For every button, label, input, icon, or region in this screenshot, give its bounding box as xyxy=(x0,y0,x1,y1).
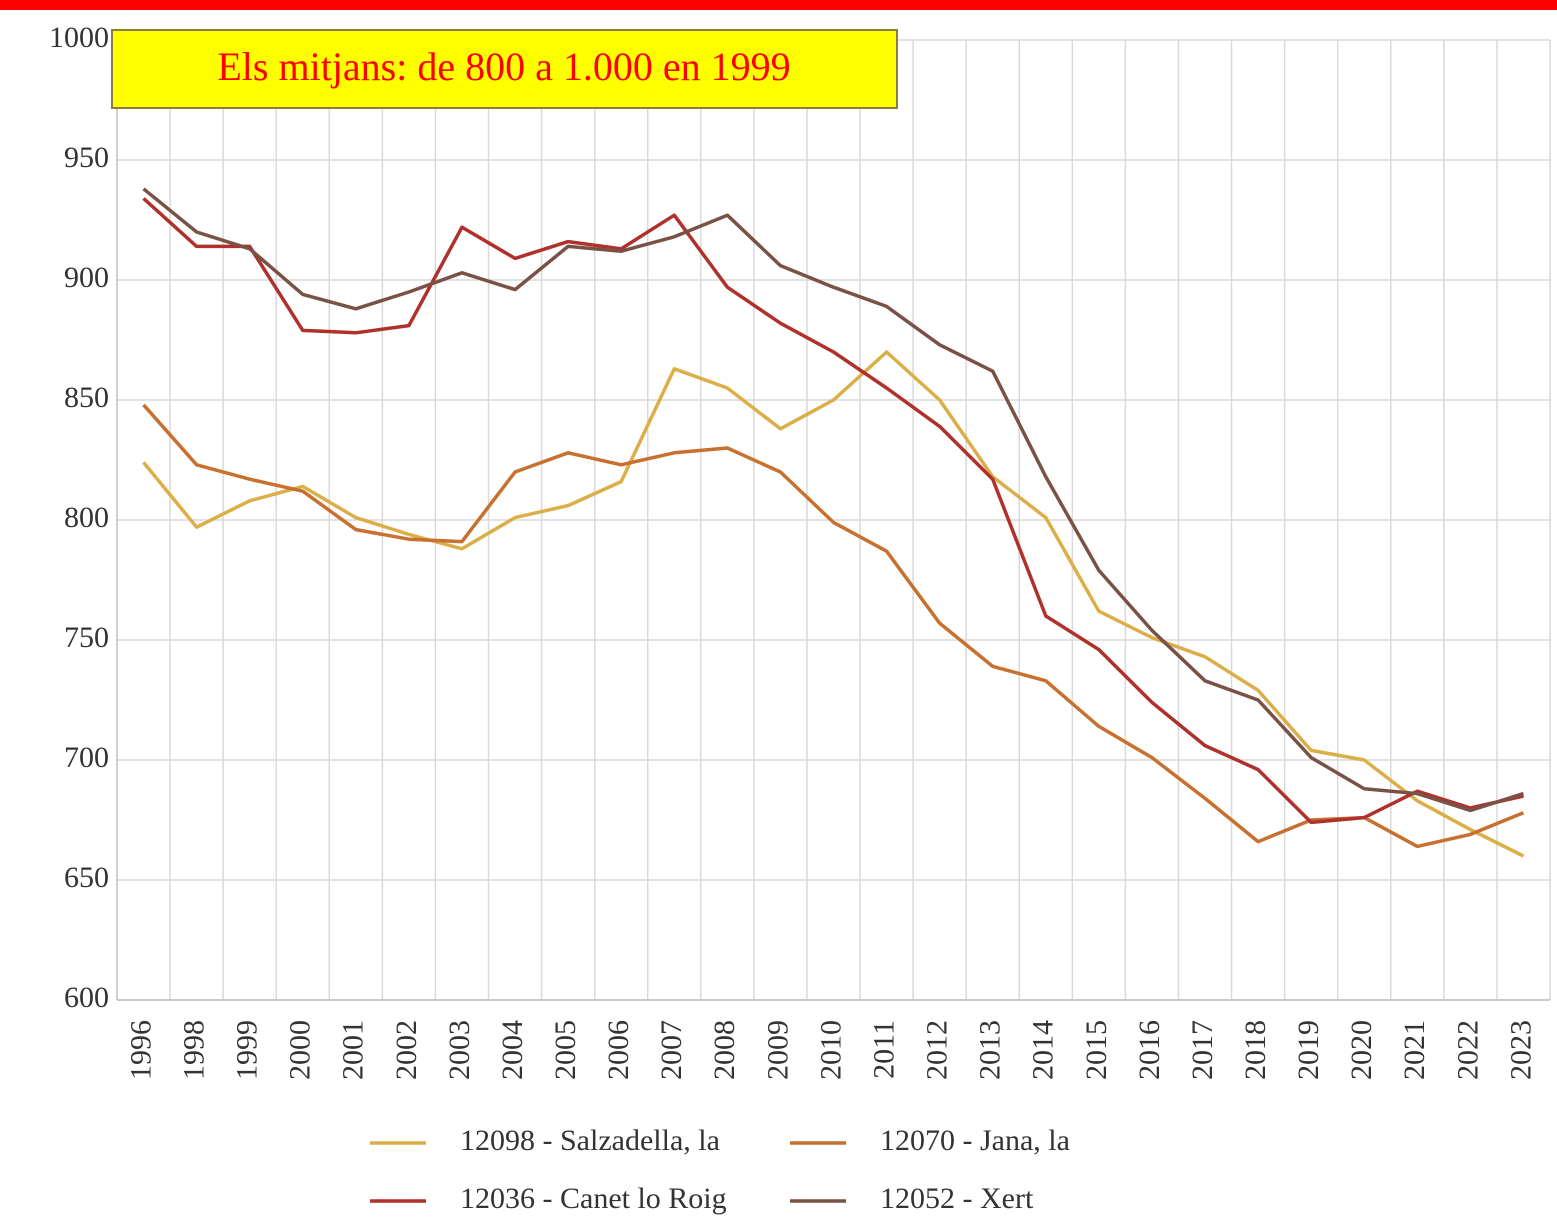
legend-label: 12070 - Jana, la xyxy=(880,1124,1070,1157)
x-tick-label: 2023 xyxy=(1504,1020,1537,1080)
x-tick-label: 2021 xyxy=(1398,1020,1431,1080)
y-tick-label: 600 xyxy=(64,981,109,1014)
y-tick-label: 650 xyxy=(64,861,109,894)
y-tick-label: 1000 xyxy=(49,21,109,54)
x-tick-label: 2009 xyxy=(761,1020,794,1080)
chart-title: Els mitjans: de 800 a 1.000 en 1999 xyxy=(217,44,790,89)
series-line xyxy=(142,403,1525,849)
legend-label: 12098 - Salzadella, la xyxy=(460,1124,720,1157)
x-tick-label: 2014 xyxy=(1027,1020,1060,1080)
series-line xyxy=(142,350,1525,858)
x-tick-label: 2020 xyxy=(1345,1020,1378,1080)
y-tick-label: 900 xyxy=(64,261,109,294)
y-tick-label: 850 xyxy=(64,381,109,414)
title-box xyxy=(111,29,898,109)
y-tick-label: 750 xyxy=(64,621,109,654)
x-tick-label: 1998 xyxy=(178,1020,211,1080)
x-tick-label: 2001 xyxy=(337,1020,370,1080)
x-tick-label: 2012 xyxy=(921,1020,954,1080)
x-tick-label: 2010 xyxy=(814,1020,847,1080)
x-tick-label: 2015 xyxy=(1080,1020,1113,1080)
x-tick-label: 2016 xyxy=(1133,1020,1166,1080)
lines xyxy=(142,187,1525,858)
x-tick-label: 2004 xyxy=(496,1020,529,1080)
y-tick-label: 700 xyxy=(64,741,109,774)
grid xyxy=(116,39,1551,1001)
x-tick-label: 2003 xyxy=(443,1020,476,1080)
x-tick-label: 2018 xyxy=(1239,1020,1272,1080)
legend-label: 12052 - Xert xyxy=(880,1182,1034,1215)
x-tick-label: 2000 xyxy=(284,1020,317,1080)
y-tick-label: 800 xyxy=(64,501,109,534)
x-tick-label: 2006 xyxy=(602,1020,635,1080)
series-line xyxy=(142,197,1524,825)
x-tick-label: 2005 xyxy=(549,1020,582,1080)
x-tick-label: 2002 xyxy=(390,1020,423,1080)
x-tick-label: 1999 xyxy=(231,1020,264,1080)
x-tick-label: 2022 xyxy=(1451,1020,1484,1080)
x-tick-label: 2011 xyxy=(867,1020,900,1079)
x-tick-label: 2007 xyxy=(655,1020,688,1080)
series-line xyxy=(142,187,1524,813)
x-tick-label: 2013 xyxy=(974,1020,1007,1080)
x-tick-label: 2008 xyxy=(708,1020,741,1080)
x-tick-label: 2017 xyxy=(1186,1020,1219,1080)
x-tick-label: 1996 xyxy=(124,1020,157,1080)
top-bar xyxy=(0,0,1557,10)
x-tick-label: 2019 xyxy=(1292,1020,1325,1080)
legend-label: 12036 - Canet lo Roig xyxy=(460,1182,727,1215)
y-tick-label: 950 xyxy=(64,141,109,174)
